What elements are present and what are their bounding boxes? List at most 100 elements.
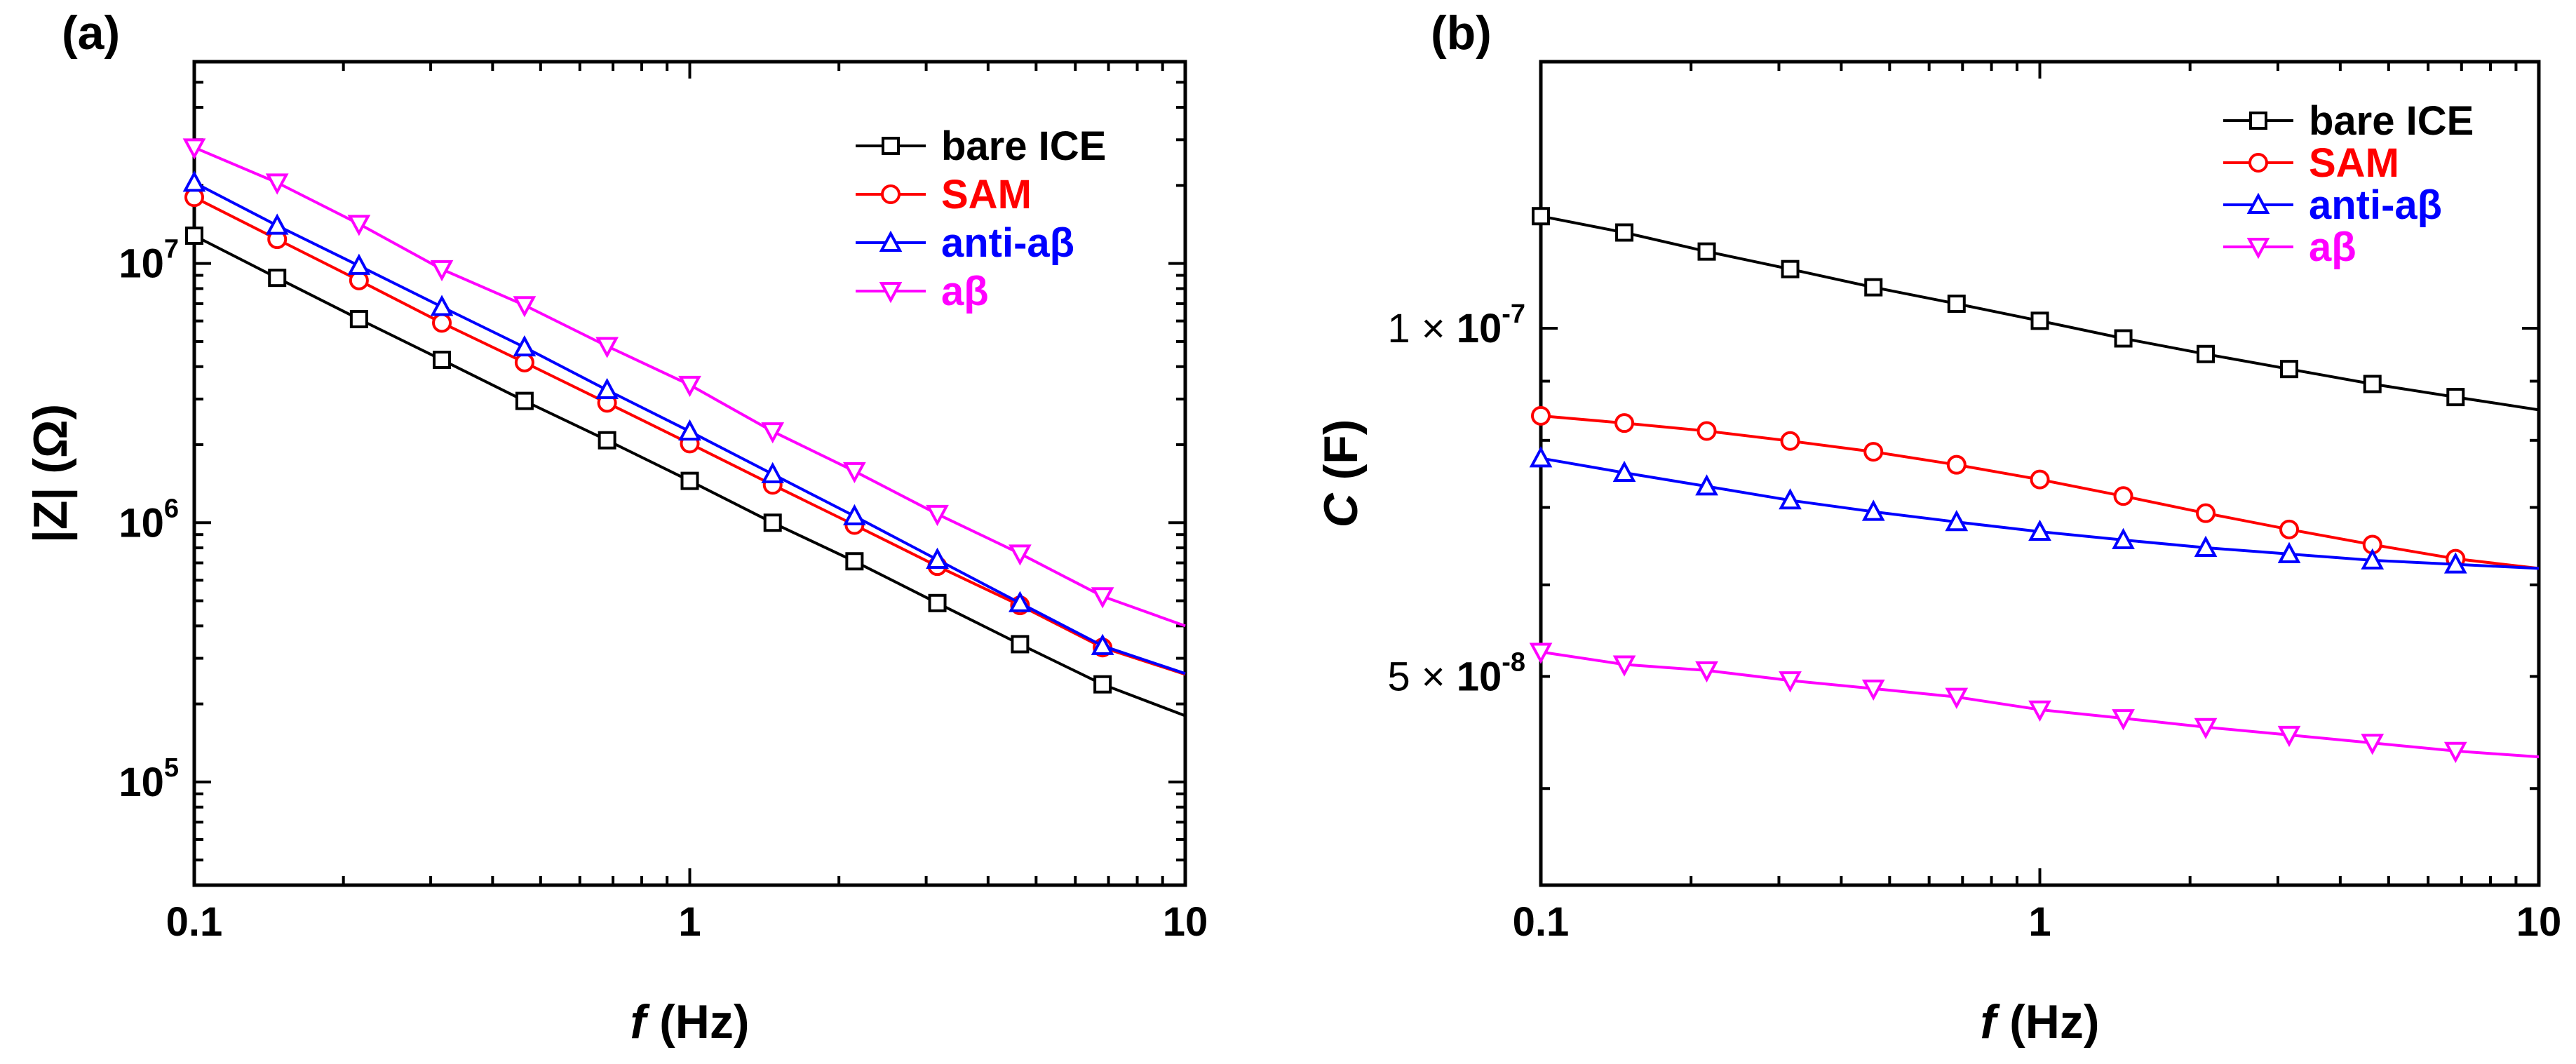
panel-a: (a) 0.1 1 10 105 106 107 f (Hz) |Z| (Ω) bare ICES… (24, 6, 1208, 1049)
panel-a-data-point (761, 462, 785, 483)
panel-b-data-point (1697, 421, 1717, 441)
panel-a-data-point (1009, 591, 1032, 612)
panel-b: (b) 0.1 1 10 5 × 10-8 1 × 10-7 f (Hz) C (F) bare… (1314, 6, 2561, 1049)
panel-a-ticks (193, 60, 1187, 887)
panel-b-data-point (1864, 278, 1883, 297)
panel-a-legend-item: SAM (856, 172, 1032, 217)
panel-b-series-4 (1529, 642, 2540, 763)
panel-a-data-point (1093, 675, 1112, 694)
panel-a-data-point (347, 215, 371, 236)
panel-b-data-point (1614, 413, 1635, 433)
panel-b-data-point (2446, 388, 2465, 407)
panel-b-data-point (2112, 527, 2135, 549)
panel-a-data-point (182, 138, 206, 160)
panel-b-data-point (2112, 709, 2135, 731)
panel-b-data-point (1612, 460, 1636, 483)
panel-b-data-point (2443, 741, 2467, 763)
panel-a-y-tick-label: 107 (119, 235, 179, 287)
panel-a-data-point (598, 431, 616, 450)
panel-a-data-point (595, 337, 619, 358)
panel-b-data-point (2361, 548, 2385, 570)
panel-a-data-point (182, 170, 206, 192)
panel-a-data-point (678, 375, 701, 398)
panel-a-data-point (928, 593, 947, 612)
legend-marker (2246, 238, 2270, 260)
panel-b-data-point (2280, 360, 2299, 379)
panel-b-y-tick-label: 1 × 10-7 (1387, 299, 1525, 351)
panel-a-data-point (430, 295, 454, 316)
panel-b-data-point (1861, 499, 1885, 521)
legend-label: SAM (2309, 140, 2399, 186)
panel-a-legend-item: aβ (856, 269, 989, 314)
panel-b-data-point (1615, 223, 1634, 242)
panel-b-legend-item: SAM (2223, 140, 2399, 186)
panel-b-data-point (2030, 311, 2049, 330)
panel-b-y-axis-title: C (F) (1314, 419, 1368, 528)
panel-b-data-point (2028, 519, 2051, 541)
panel-b-series-2 (1531, 405, 2540, 570)
panel-b-data-point (2443, 552, 2467, 574)
panel-a-data-point (680, 471, 699, 490)
panel-b-data-point (1945, 510, 1969, 532)
panel-b-y-tick-label: 5 × 10-8 (1387, 647, 1525, 699)
panel-a-legend-item: anti-aβ (856, 220, 1074, 266)
panel-a-y-tick-label: 106 (119, 494, 179, 546)
panel-a-series-4 (182, 138, 1186, 628)
panel-b-series-1 (1532, 207, 2540, 412)
panel-b-data-point (2196, 503, 2216, 523)
panel-b-data-point (1697, 242, 1716, 261)
panel-b-data-point (2030, 469, 2050, 490)
panel-a-data-point (514, 352, 534, 372)
panel-a-data-point (433, 350, 452, 369)
panel-b-data-point (1863, 442, 1884, 462)
panel-b-data-point (1947, 295, 1966, 314)
panel-a-data-point (843, 462, 866, 484)
panel-b-data-point (2277, 725, 2301, 748)
panel-b-x-tick-label: 10 (2516, 899, 2562, 945)
panel-a-data-point (513, 335, 537, 357)
panel-a-x-tick-label: 0.1 (166, 899, 223, 945)
panel-b-data-point (1532, 207, 1550, 226)
panel-b-data-point (1531, 405, 1551, 426)
panel-a-data-point (432, 313, 452, 333)
panel-a-data-point (185, 227, 203, 245)
panel-a-series-3 (182, 170, 1186, 675)
panel-a-data-point (763, 513, 782, 532)
legend-label: anti-aβ (941, 220, 1074, 266)
legend-label: bare ICE (2309, 98, 2474, 144)
panel-a-data-point (513, 296, 537, 318)
legend-marker (2249, 112, 2267, 130)
panel-b-legend-item: aβ (2223, 224, 2356, 270)
legend-marker (879, 230, 903, 252)
panel-a-data-point (430, 260, 454, 282)
panel-b-data-point (1529, 446, 1553, 468)
legend-marker (881, 184, 901, 204)
panel-b-data-point (1612, 655, 1636, 677)
panel-a-x-tick-label: 10 (1163, 899, 1208, 945)
panel-b-data-point (2361, 734, 2385, 755)
panel-a-data-point (678, 419, 701, 441)
panel-b-data-point (1781, 260, 1800, 278)
panel-a-data-point (843, 504, 866, 525)
panel-b-data-point (1779, 488, 1802, 510)
panel-a-x-axis-title: f (Hz) (630, 995, 750, 1049)
legend-label: anti-aβ (2309, 182, 2442, 228)
panel-a-data-point (265, 173, 289, 195)
panel-b-series-3 (1529, 446, 2540, 574)
panel-a-label: (a) (62, 6, 120, 60)
panel-b-data-point (1695, 474, 1718, 496)
legend-label: bare ICE (941, 123, 1106, 169)
panel-b-data-point (2197, 344, 2216, 363)
panel-a-data-point (1091, 633, 1114, 655)
panel-a-data-point (1091, 587, 1114, 609)
legend-marker (882, 137, 900, 155)
legend-label: aβ (941, 269, 989, 314)
panel-a-data-point (268, 269, 287, 288)
panel-a-y-axis-title: |Z| (Ω) (24, 404, 78, 543)
panel-a-data-point (515, 391, 534, 410)
panel-b-data-point (2279, 519, 2300, 539)
panel-a-data-point (1009, 544, 1032, 566)
panel-b-data-point (1529, 642, 1553, 664)
